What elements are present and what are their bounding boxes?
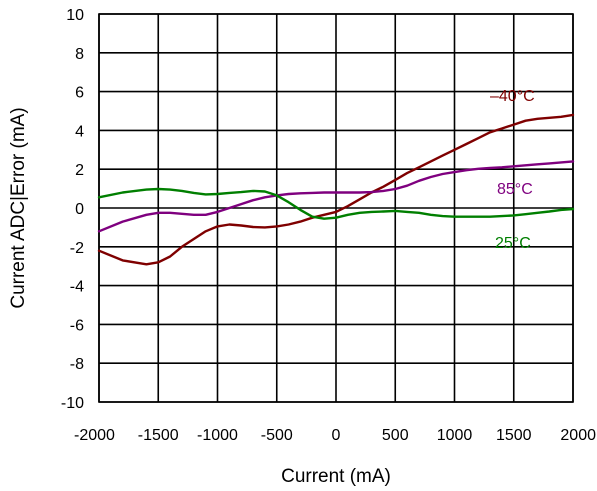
x-tick-label: -2000: [74, 427, 115, 444]
series-line-minus40c: [97, 113, 575, 266]
x-tick-label: -1500: [138, 427, 179, 444]
y-tick-label: -2: [70, 240, 84, 257]
x-tick-label: 1500: [496, 427, 532, 444]
grid: [98, 13, 574, 403]
x-axis-title: Current (mA): [281, 466, 391, 487]
y-tick-label: 4: [75, 123, 84, 140]
y-tick-label: 10: [66, 7, 84, 24]
y-tick-label: 6: [75, 85, 84, 102]
x-axis-tick-labels: -2000 -1500 -1000 -500 0 500 1000 1500 2000: [74, 427, 596, 444]
series-line-25c: [97, 187, 575, 220]
y-axis-tick-labels: 10 8 6 4 2 0 -2 -4 -6 -8 -10: [61, 7, 84, 412]
series-lines: [97, 113, 575, 266]
y-axis-title: Current ADC|Error (mA): [8, 107, 29, 308]
y-tick-label: -8: [70, 356, 84, 373]
annotation-85c: 85°C: [497, 181, 533, 198]
y-tick-label: 8: [75, 46, 84, 63]
x-tick-label: 1000: [437, 427, 473, 444]
x-tick-label: 500: [382, 427, 409, 444]
series-line-85c: [97, 160, 575, 233]
x-tick-label: -1000: [197, 427, 238, 444]
x-tick-label: -500: [261, 427, 293, 444]
y-tick-label: -10: [61, 395, 84, 412]
y-tick-label: -4: [70, 279, 84, 296]
x-tick-label: 0: [332, 427, 341, 444]
y-tick-label: 2: [75, 162, 84, 179]
x-tick-label: 2000: [560, 427, 596, 444]
y-tick-label: -6: [70, 317, 84, 334]
series-annotations: –40°C 85°C 25°C: [490, 88, 535, 252]
y-tick-label: 0: [75, 201, 84, 218]
annotation-minus40c: –40°C: [490, 88, 535, 105]
annotation-25c: 25°C: [495, 235, 531, 252]
